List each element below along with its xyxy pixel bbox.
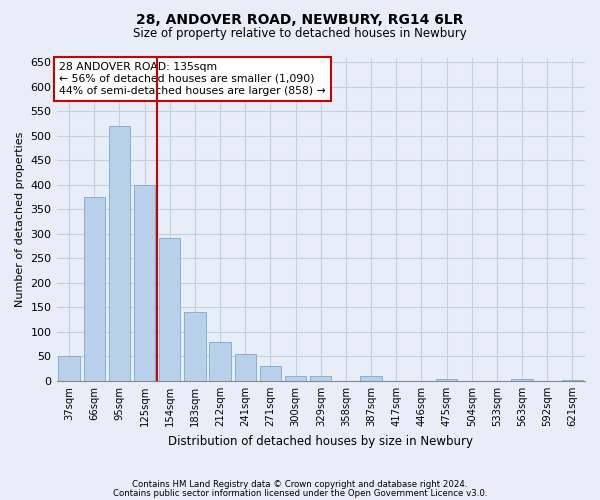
Bar [260,366,281,381]
Bar [58,356,80,381]
Bar [159,238,181,381]
Bar [209,342,231,381]
Bar [562,380,583,381]
X-axis label: Distribution of detached houses by size in Newbury: Distribution of detached houses by size … [168,434,473,448]
Text: 28 ANDOVER ROAD: 135sqm
← 56% of detached houses are smaller (1,090)
44% of semi: 28 ANDOVER ROAD: 135sqm ← 56% of detache… [59,62,326,96]
Bar [285,376,307,381]
Bar [361,376,382,381]
Bar [83,197,105,381]
Bar [184,312,206,381]
Bar [109,126,130,381]
Bar [436,380,457,381]
Bar [235,354,256,381]
Bar [511,380,533,381]
Text: Size of property relative to detached houses in Newbury: Size of property relative to detached ho… [133,28,467,40]
Text: Contains HM Land Registry data © Crown copyright and database right 2024.: Contains HM Land Registry data © Crown c… [132,480,468,489]
Bar [310,376,331,381]
Text: Contains public sector information licensed under the Open Government Licence v3: Contains public sector information licen… [113,490,487,498]
Y-axis label: Number of detached properties: Number of detached properties [15,132,25,307]
Bar [134,185,155,381]
Text: 28, ANDOVER ROAD, NEWBURY, RG14 6LR: 28, ANDOVER ROAD, NEWBURY, RG14 6LR [136,12,464,26]
